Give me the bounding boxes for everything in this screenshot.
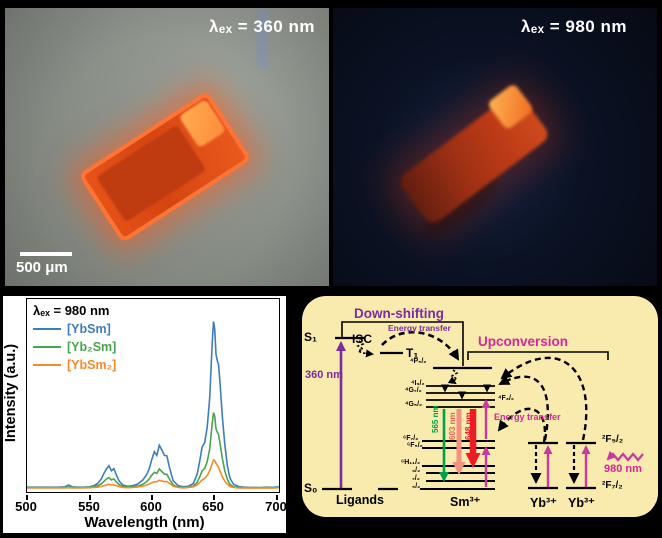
upconversion-bracket — [467, 351, 609, 360]
legend-row: [YbSm₂] — [33, 356, 116, 374]
sm-level-label-4G52: ⁴G₅/₂ — [405, 401, 423, 408]
ligand-levels — [322, 336, 403, 491]
t1-label: T₁ — [406, 346, 419, 360]
chart-title: λₑₓ = 980 nm — [33, 303, 110, 318]
sm-level-label-6H112: ⁶H₁₁/₂ — [401, 459, 421, 466]
sm-level-label-4F32: ⁴F₃/₂ — [498, 395, 515, 402]
energy-transfer-arc-yb1-high — [498, 374, 549, 441]
yb-level-label-2F52: ²F₅/₂ — [602, 434, 624, 445]
legend: λₑₓ = 980 nm [YbSm] [Yb₂Sm] [YbSm₂] — [33, 303, 116, 374]
ligands-label: Ligands — [336, 493, 384, 507]
emission-spectra-panel: Intensity (a.u.) λₑₓ = 980 nm [YbSm] [Yb… — [3, 296, 287, 533]
energy-transfer-arc-downshift — [381, 331, 460, 361]
emission-565-label: 565 nm — [431, 405, 440, 433]
energy-diagram-panel: Down-shifting Energy transfer Upconversi… — [302, 296, 658, 517]
energy-transfer-arc-yb2-high — [500, 356, 588, 441]
x-tick-label: 550 — [78, 499, 100, 514]
sm-level-label-4G72: ⁴G₇/₂ — [405, 387, 422, 394]
scale-bar-label: 500 μm — [16, 259, 68, 276]
s1-label: S₁ — [304, 330, 317, 344]
x-tick — [89, 495, 91, 500]
x-tick-label: 500 — [15, 499, 37, 514]
spectra-curves — [27, 321, 279, 489]
x-tick-label: 700 — [265, 499, 287, 514]
plot-area: λₑₓ = 980 nm [YbSm] [Yb₂Sm] [YbSm₂] — [26, 298, 280, 493]
legend-line-swatch — [33, 327, 61, 331]
sm-level-cluster — [426, 385, 495, 408]
excitation-360-label: 360 nm — [305, 369, 343, 381]
sm-level-label-6F72: ⁶F₇/₂ — [403, 435, 419, 442]
sm-level-label-6F52: ⁶F₅/₂ — [407, 442, 423, 449]
legend-label: [YbSm] — [67, 322, 111, 336]
down-shifting-title: Down-shifting — [354, 306, 444, 321]
excitation-980-label: 980 nm — [604, 463, 642, 475]
relaxation-wiggle — [447, 369, 459, 385]
x-tick — [276, 495, 278, 500]
yb-level-label-2F72: ²F₇/₂ — [602, 480, 623, 491]
legend-row: [YbSm] — [33, 320, 116, 338]
series-[YbSm₂] — [27, 458, 279, 489]
upconversion-title: Upconversion — [478, 334, 569, 349]
x-tick-label: 600 — [140, 499, 162, 514]
sm-level-label-6H72: ₇/₂ — [412, 475, 420, 482]
energy-diagram-graphics — [322, 321, 644, 491]
x-axis-label: Wavelength (nm) — [84, 514, 205, 531]
sm-level-label-4P52: ⁴P₅/₂ — [410, 358, 427, 365]
s0-label: S₀ — [304, 481, 318, 495]
isc-arrow — [355, 340, 374, 358]
yb-ion-label-2: Yb³⁺ — [568, 496, 595, 510]
energy-transfer-label-mid: Energy transfer — [494, 412, 561, 422]
photon-980-squiggle — [606, 450, 644, 462]
energy-transfer-label-top: Energy transfer — [388, 323, 451, 333]
sm-level-label-6H52: ₅/₂ — [412, 483, 421, 490]
emission-648-label: 648 nm — [464, 412, 473, 440]
blue-smudge — [258, 10, 267, 68]
micrograph-360nm-panel: λₑₓ = 360 nm 500 μm — [5, 8, 329, 286]
excitation-label-360: λₑₓ = 360 nm — [208, 17, 315, 36]
yb-levels — [528, 441, 596, 490]
emission-603-label: 603 nm — [448, 412, 457, 440]
series-[Yb₂Sm] — [27, 412, 279, 489]
x-tick — [151, 495, 153, 500]
sm-ion-label: Sm³⁺ — [450, 495, 481, 509]
sm-level-label-4I92: ⁴I₉/₂ — [411, 380, 425, 387]
legend-label: [YbSm₂] — [67, 358, 117, 372]
legend-line-swatch — [33, 363, 61, 367]
micrograph-980nm-panel: λₑₓ = 980 nm — [333, 8, 657, 286]
sm-level-label-6H92: ₉/₂ — [412, 467, 421, 474]
legend-row: [Yb₂Sm] — [33, 338, 116, 356]
down-shifting-bracket — [341, 321, 464, 366]
legend-line-swatch — [33, 345, 61, 349]
x-tick-label: 650 — [202, 499, 224, 514]
isc-label: ISC — [352, 332, 373, 346]
legend-label: [Yb₂Sm] — [67, 340, 117, 354]
yb-ion-label-1: Yb³⁺ — [530, 496, 557, 510]
excitation-label-980: λₑₓ = 980 nm — [520, 17, 627, 36]
scale-bar — [20, 252, 72, 256]
x-tick — [26, 495, 28, 500]
y-axis-label: Intensity (a.u.) — [3, 343, 19, 443]
x-tick — [213, 495, 215, 500]
